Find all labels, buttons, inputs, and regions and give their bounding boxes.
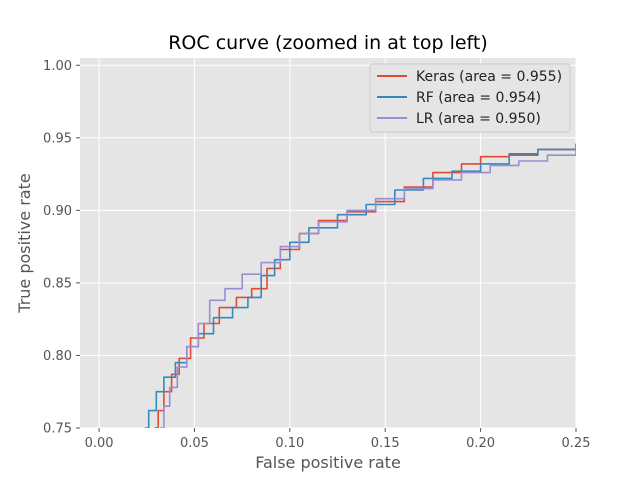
- y-axis-ticks: 0.75 0.80 0.85 0.90 0.95 1.00: [43, 59, 80, 437]
- x-axis-ticks: 0.00 0.05 0.10 0.15 0.20 0.25: [85, 428, 591, 451]
- x-tick-label: 0.10: [275, 436, 304, 451]
- x-tick-label: 0.05: [180, 436, 209, 451]
- legend-label-1: RF (area = 0.954): [416, 90, 541, 106]
- y-tick-label: 1.00: [43, 59, 72, 74]
- series-line-1: [144, 143, 576, 428]
- legend-label-0: Keras (area = 0.955): [416, 69, 562, 85]
- x-axis-title: False positive rate: [255, 453, 401, 472]
- y-axis-title: True positive rate: [15, 173, 34, 313]
- legend-label-2: LR (area = 0.950): [416, 111, 541, 127]
- series-line-2: [160, 145, 576, 428]
- y-tick-label: 0.95: [43, 131, 72, 146]
- chart-title: ROC curve (zoomed in at top left): [168, 32, 488, 54]
- y-tick-label: 0.90: [43, 204, 72, 219]
- y-tick-label: 0.85: [43, 276, 72, 291]
- x-tick-label: 0.25: [562, 436, 591, 451]
- x-tick-label: 0.00: [85, 436, 114, 451]
- legend-box: [369, 63, 571, 133]
- legend: Keras (area = 0.955) RF (area = 0.954) LR …: [369, 63, 571, 133]
- y-tick-label: 0.75: [43, 422, 72, 437]
- x-tick-label: 0.20: [466, 436, 495, 451]
- x-tick-label: 0.15: [371, 436, 400, 451]
- y-tick-label: 0.80: [43, 349, 72, 364]
- series-layer: [144, 143, 576, 428]
